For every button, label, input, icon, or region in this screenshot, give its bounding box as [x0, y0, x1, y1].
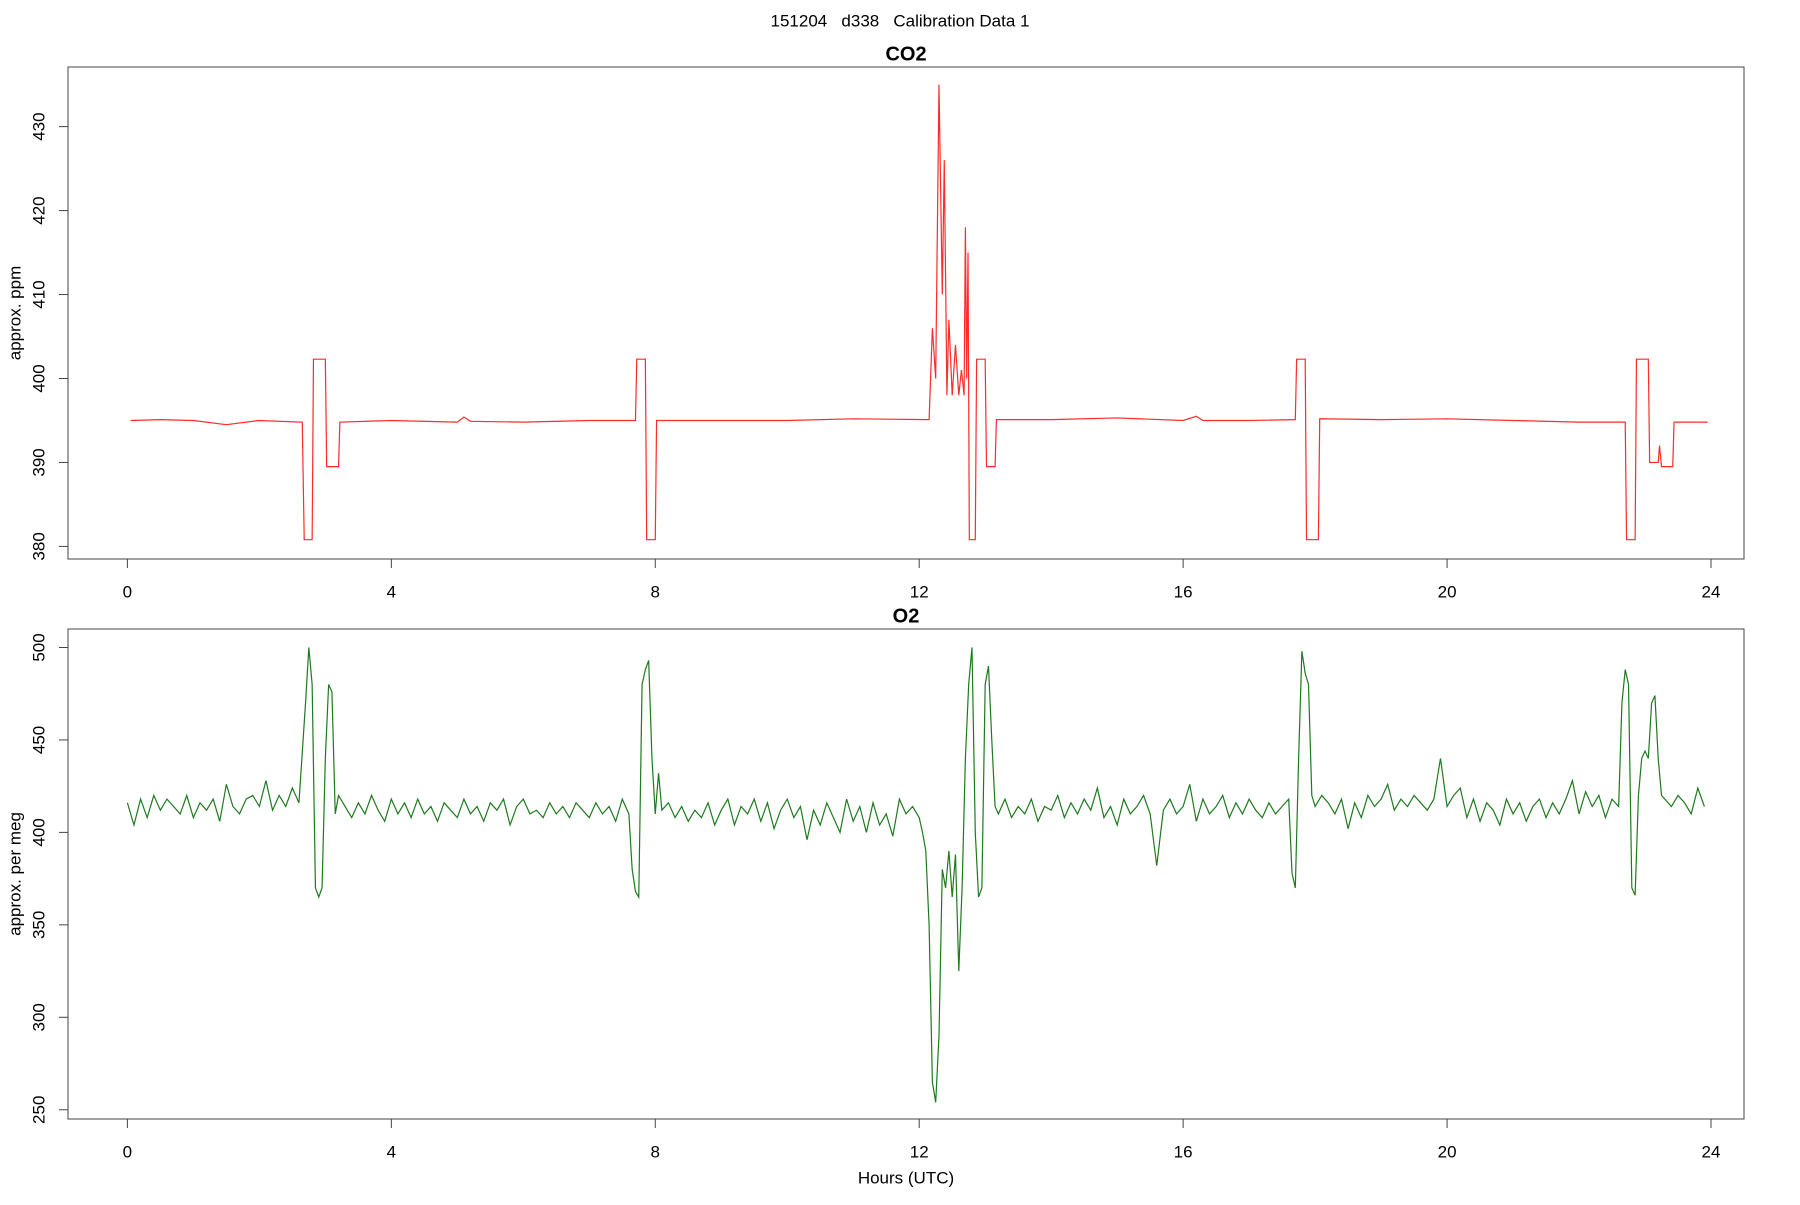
y-tick-label: 390 — [29, 448, 48, 476]
data-line — [126, 647, 1705, 1103]
x-tick-label: 12 — [910, 582, 929, 601]
x-tick-label: 12 — [910, 1142, 929, 1161]
figure-title: 151204 d338 Calibration Data 1 — [771, 11, 1030, 30]
x-tick-label: 20 — [1438, 1142, 1457, 1161]
x-tick-label: 16 — [1174, 582, 1193, 601]
x-tick-label: 16 — [1174, 1142, 1193, 1161]
x-tick-label: 8 — [651, 1142, 660, 1161]
x-tick-label: 0 — [123, 582, 132, 601]
y-tick-label: 250 — [29, 1096, 48, 1124]
y-tick-label: 430 — [29, 112, 48, 140]
x-tick-label: 0 — [123, 1142, 132, 1161]
y-axis-label: approx. per meg — [5, 812, 24, 936]
x-tick-label: 24 — [1702, 582, 1721, 601]
y-tick-label: 410 — [29, 280, 48, 308]
plot-frame — [67, 628, 1745, 1120]
x-tick-label: 20 — [1438, 582, 1457, 601]
plot-frame — [67, 66, 1745, 560]
y-tick-label: 300 — [29, 1003, 48, 1031]
x-tick-label: 4 — [387, 582, 396, 601]
plot-title: CO2 — [885, 43, 926, 65]
y-tick-label: 450 — [29, 726, 48, 754]
data-line — [130, 84, 1708, 541]
plot-title: O2 — [893, 605, 920, 627]
y-tick-label: 380 — [29, 532, 48, 560]
y-tick-label: 400 — [29, 364, 48, 392]
x-tick-label: 4 — [387, 1142, 396, 1161]
x-tick-label: 8 — [651, 582, 660, 601]
x-axis-label: Hours (UTC) — [858, 1168, 954, 1187]
y-tick-label: 400 — [29, 818, 48, 846]
y-tick-label: 420 — [29, 196, 48, 224]
y-tick-label: 350 — [29, 911, 48, 939]
x-tick-label: 24 — [1702, 1142, 1721, 1161]
y-tick-label: 500 — [29, 633, 48, 661]
y-axis-label: approx. ppm — [5, 266, 24, 361]
